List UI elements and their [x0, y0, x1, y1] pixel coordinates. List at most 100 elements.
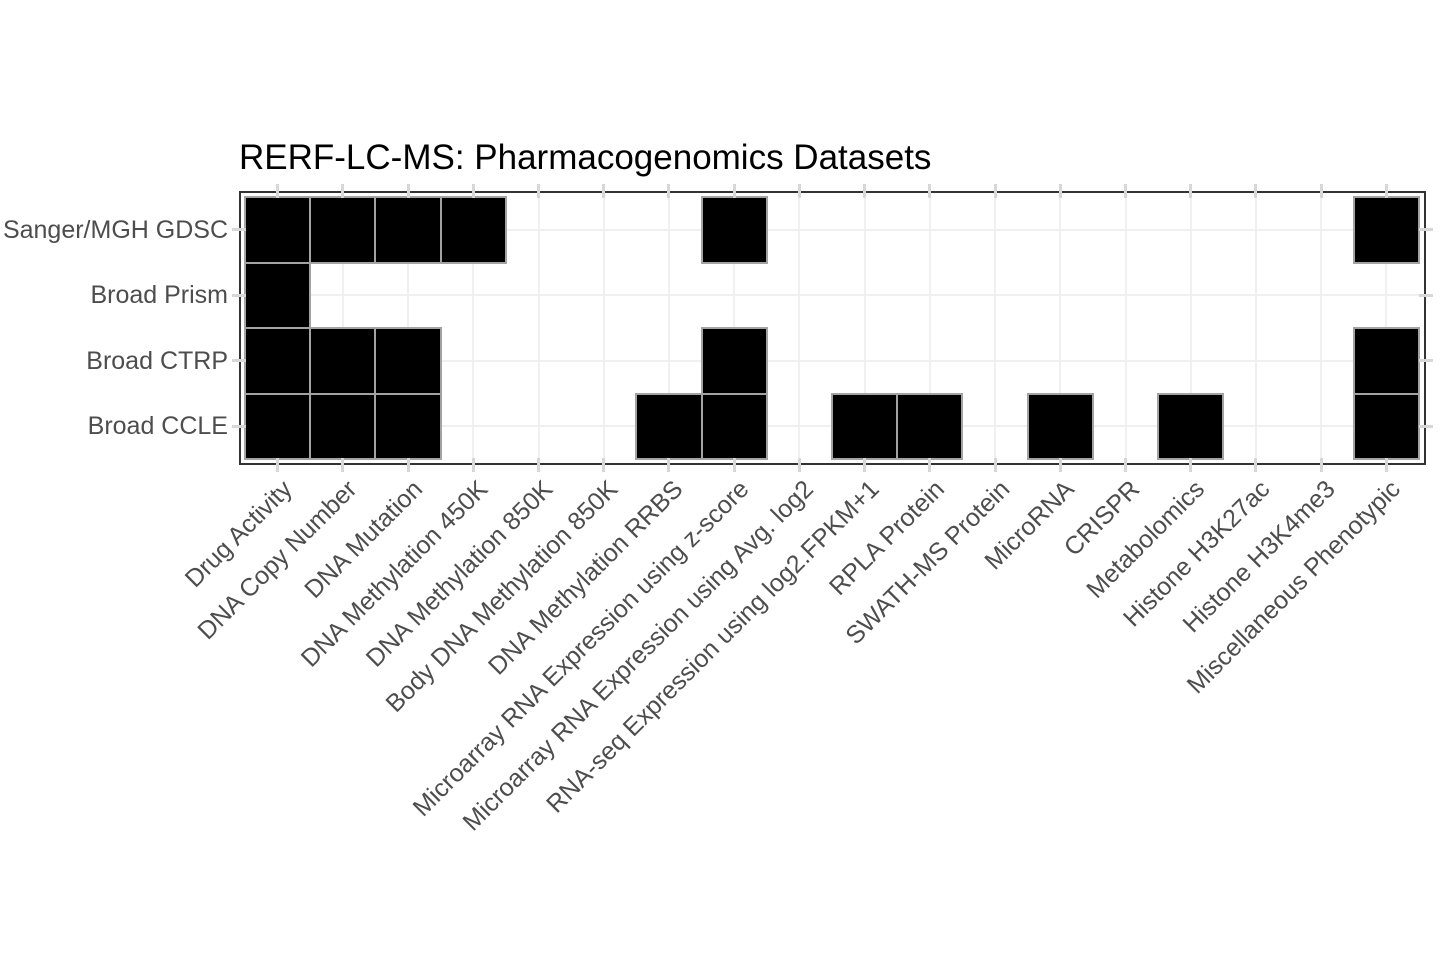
axis-tick: [1124, 184, 1127, 198]
heatmap-cell-1-4: [439, 196, 507, 264]
heatmap-cell-4-14: [1093, 394, 1158, 460]
y-axis-label: Broad CTRP: [86, 346, 228, 375]
gridline-horizontal: [241, 359, 1424, 362]
y-axis-label: Sanger/MGH GDSC: [2, 215, 228, 244]
heatmap-cell-3-4: [441, 328, 506, 394]
axis-tick: [406, 184, 410, 198]
heatmap-cell-3-3: [374, 327, 442, 395]
gridline-vertical: [602, 193, 605, 463]
axis-tick: [276, 458, 280, 472]
heatmap-cell-4-7: [635, 392, 703, 460]
heatmap-cell-2-15: [1158, 263, 1223, 329]
heatmap-cell-4-11: [896, 392, 964, 460]
heatmap-cell-3-9: [767, 328, 832, 394]
heatmap-cell-4-16: [1223, 394, 1288, 460]
axis-tick: [1419, 359, 1433, 363]
heatmap-cell-2-14: [1093, 263, 1158, 329]
heatmap-cell-3-7: [636, 328, 701, 394]
heatmap-cell-4-5: [506, 394, 571, 460]
axis-tick: [993, 458, 997, 472]
gridline-vertical: [1254, 193, 1257, 463]
heatmap-cell-4-4: [441, 394, 506, 460]
gridline-vertical: [928, 193, 931, 463]
heatmap-cell-1-2: [309, 196, 377, 264]
axis-tick: [797, 458, 801, 472]
heatmap-cell-1-5: [506, 197, 571, 263]
gridline-horizontal: [241, 294, 1424, 297]
axis-tick: [1319, 184, 1323, 198]
heatmap-cell-2-18: [1354, 263, 1419, 329]
heatmap-cell-2-10: [832, 263, 897, 329]
heatmap-cell-1-9: [767, 197, 832, 263]
heatmap-cell-3-5: [506, 328, 571, 394]
axis-tick: [602, 184, 606, 198]
heatmap-cell-3-11: [897, 328, 962, 394]
heatmap-cell-3-6: [571, 328, 636, 394]
heatmap-cell-3-15: [1158, 328, 1223, 394]
axis-tick: [1419, 424, 1433, 428]
heatmap-cell-2-1: [243, 261, 312, 329]
heatmap-cell-4-2: [309, 392, 377, 460]
axis-tick: [928, 458, 932, 472]
heatmap-cell-1-13: [1028, 197, 1093, 263]
heatmap-cell-4-18: [1352, 392, 1420, 460]
y-axis-label: Broad Prism: [90, 281, 228, 310]
heatmap-cell-4-13: [1026, 392, 1094, 460]
axis-tick: [667, 184, 671, 198]
axis-tick: [732, 458, 736, 472]
heatmap-cell-1-8: [700, 196, 768, 264]
gridline-vertical: [994, 193, 997, 463]
heatmap-cell-2-4: [441, 263, 506, 329]
axis-tick: [1319, 458, 1323, 472]
axis-tick: [471, 184, 475, 198]
axis-tick: [667, 458, 671, 472]
axis-tick: [1254, 184, 1258, 198]
heatmap-cell-4-17: [1289, 394, 1354, 460]
heatmap-cell-2-11: [897, 263, 962, 329]
axis-tick: [537, 184, 540, 198]
heatmap-cell-2-2: [310, 263, 375, 329]
heatmap-cell-2-5: [506, 263, 571, 329]
heatmap-cell-4-10: [830, 392, 899, 460]
heatmap-cell-1-10: [832, 197, 897, 263]
heatmap-cell-3-2: [309, 327, 377, 395]
axis-tick: [1058, 458, 1062, 472]
heatmap-cell-3-17: [1289, 328, 1354, 394]
gridline-vertical: [667, 193, 670, 463]
heatmap-cell-1-6: [571, 197, 636, 263]
axis-tick: [276, 184, 280, 198]
axis-tick: [1419, 293, 1433, 297]
gridline-vertical: [798, 193, 801, 463]
heatmap-cell-1-1: [243, 196, 312, 264]
axis-tick: [406, 458, 410, 472]
heatmap-cell-4-8: [700, 392, 768, 460]
heatmap-cell-4-15: [1157, 392, 1225, 460]
axis-tick: [341, 184, 345, 198]
gridline-vertical: [1124, 193, 1127, 463]
heatmap-cell-3-16: [1223, 328, 1288, 394]
heatmap-cell-1-3: [374, 196, 442, 264]
heatmap-cell-1-18: [1352, 196, 1420, 264]
axis-tick: [928, 184, 932, 198]
heatmap-cell-1-16: [1223, 197, 1288, 263]
axis-tick: [732, 184, 736, 198]
axis-tick: [1124, 458, 1127, 472]
heatmap-cell-3-12: [962, 328, 1027, 394]
axis-tick: [863, 458, 867, 472]
heatmap-cell-1-15: [1158, 197, 1223, 263]
axis-tick: [797, 184, 801, 198]
heatmap-cell-1-7: [636, 197, 701, 263]
y-axis-label: Broad CCLE: [87, 412, 228, 441]
gridline-vertical: [863, 193, 866, 463]
axis-tick: [1384, 458, 1388, 472]
heatmap-cell-1-11: [897, 197, 962, 263]
heatmap-cell-3-18: [1352, 327, 1420, 395]
axis-tick: [1058, 184, 1062, 198]
heatmap-cell-3-8: [700, 327, 768, 395]
gridline-vertical: [537, 193, 540, 463]
heatmap-cell-3-14: [1093, 328, 1158, 394]
heatmap-cell-4-12: [962, 394, 1027, 460]
heatmap-cell-4-1: [243, 392, 312, 460]
heatmap-cell-1-12: [962, 197, 1027, 263]
